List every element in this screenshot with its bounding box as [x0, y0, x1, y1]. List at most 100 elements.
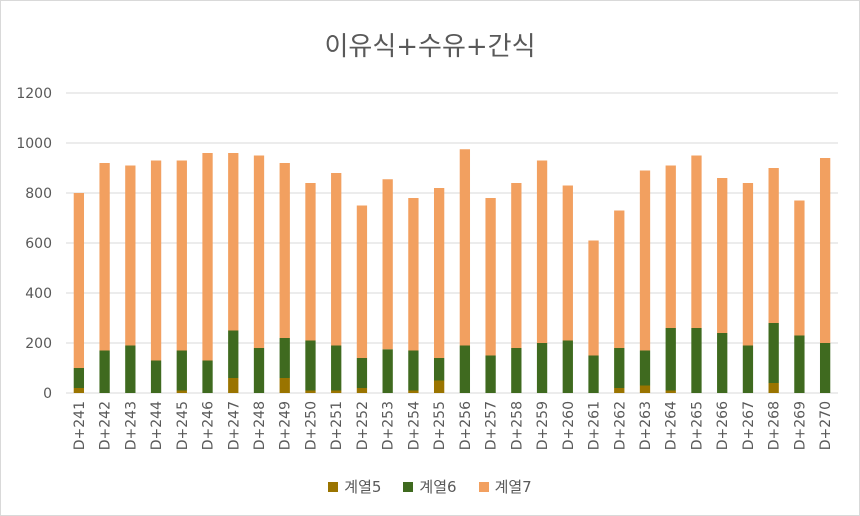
- bar-segment: [331, 173, 342, 346]
- bar-segment: [665, 390, 676, 393]
- x-tick-label: D+256: [458, 401, 474, 450]
- legend-item: 계열6: [403, 476, 457, 497]
- x-tick-label: D+243: [123, 401, 139, 450]
- bar-segment: [742, 183, 754, 346]
- x-tick-label: D+267: [741, 401, 757, 450]
- legend-swatch: [478, 481, 489, 492]
- bar-segment: [485, 198, 496, 356]
- y-tick-label: 1200: [16, 86, 52, 102]
- bar-segment: [305, 390, 316, 393]
- bar-segment: [665, 165, 676, 328]
- y-tick-label: 1000: [16, 136, 52, 152]
- legend-label: 계열7: [494, 478, 532, 496]
- bar-segment: [819, 158, 831, 343]
- bar-segment: [768, 323, 779, 383]
- bar-segment: [228, 330, 239, 378]
- bar-segment: [691, 328, 702, 393]
- bar-segment: [408, 350, 419, 391]
- bar-segment: [794, 335, 805, 393]
- bar-segment: [331, 390, 342, 393]
- x-tick-label: D+245: [175, 401, 191, 450]
- x-tick-label: D+270: [818, 401, 834, 450]
- bar-segment: [408, 390, 419, 393]
- bar-segment: [331, 345, 342, 391]
- x-tick-label: D+268: [767, 401, 783, 450]
- bar-segment: [433, 188, 445, 358]
- bar-segment: [125, 345, 136, 393]
- bar-segment: [356, 388, 368, 393]
- bar-segment: [717, 333, 728, 393]
- x-tick-label: D+255: [432, 401, 448, 450]
- y-tick-label: 600: [25, 236, 52, 252]
- x-tick-label: D+262: [612, 401, 628, 450]
- bar-segment: [536, 160, 548, 343]
- bar-segment: [176, 160, 187, 351]
- x-tick-label: D+250: [303, 401, 319, 450]
- bar-segment: [639, 385, 651, 393]
- x-tick-label: D+265: [689, 401, 705, 450]
- x-tick-label: D+244: [149, 401, 165, 450]
- bar-segment: [253, 155, 265, 348]
- x-tick-label: D+257: [484, 401, 500, 450]
- bar-segment: [73, 368, 85, 388]
- bar-segment: [511, 183, 522, 348]
- bar-segment: [588, 240, 599, 356]
- y-tick-label: 200: [25, 336, 52, 352]
- x-tick-label: D+249: [278, 401, 294, 450]
- x-tick-label: D+242: [98, 401, 114, 450]
- bar-segment: [125, 165, 136, 346]
- x-tick-label: D+263: [638, 401, 654, 450]
- x-tick-label: D+247: [226, 401, 242, 450]
- bar-segment: [639, 170, 651, 351]
- bar-segment: [279, 163, 290, 338]
- bar-segment: [382, 179, 393, 350]
- bar-segment: [382, 349, 393, 393]
- bar-segment: [768, 383, 779, 393]
- x-tick-label: D+269: [792, 401, 808, 450]
- bar-segment: [408, 198, 419, 351]
- bar-segment: [356, 358, 368, 388]
- x-tick-label: D+254: [406, 401, 422, 450]
- legend-item: 계열7: [478, 476, 532, 497]
- bar-segment: [485, 355, 496, 393]
- bar-segment: [459, 149, 471, 346]
- legend-label: 계열5: [344, 478, 382, 496]
- bar-segment: [614, 348, 625, 388]
- bar-segment: [99, 163, 110, 351]
- bar-segment: [279, 338, 290, 378]
- bar-segment: [433, 358, 445, 381]
- x-tick-label: D+259: [535, 401, 551, 450]
- bar-segment: [228, 153, 239, 331]
- bar-segment: [614, 210, 625, 348]
- y-tick-label: 400: [25, 286, 52, 302]
- bar-segment: [819, 343, 831, 393]
- legend-swatch: [328, 481, 339, 492]
- bar-segment: [279, 378, 290, 393]
- bar-segment: [176, 350, 187, 391]
- legend-label: 계열6: [419, 478, 457, 496]
- bar-segment: [794, 200, 805, 336]
- bar-segment: [433, 380, 445, 393]
- bar-segment: [511, 348, 522, 393]
- x-tick-label: D+260: [561, 401, 577, 450]
- x-tick-label: D+258: [509, 401, 525, 450]
- bar-segment: [99, 350, 110, 393]
- x-tick-label: D+264: [664, 401, 680, 450]
- x-tick-label: D+252: [355, 401, 371, 450]
- x-tick-label: D+241: [72, 401, 88, 450]
- bar-segment: [717, 178, 728, 333]
- legend-item: 계열5: [328, 476, 381, 497]
- bar-segment: [562, 185, 573, 341]
- x-tick-label: D+261: [587, 401, 603, 450]
- chart-legend: 계열5 계열6 계열7: [0, 476, 860, 497]
- bar-segment: [665, 328, 676, 391]
- bar-segment: [202, 153, 213, 361]
- bar-segment: [150, 360, 162, 393]
- bar-segment: [459, 345, 471, 393]
- bar-segment: [639, 350, 651, 386]
- bar-segment: [614, 388, 625, 393]
- bar-segment: [228, 378, 239, 393]
- bar-segment: [768, 168, 779, 323]
